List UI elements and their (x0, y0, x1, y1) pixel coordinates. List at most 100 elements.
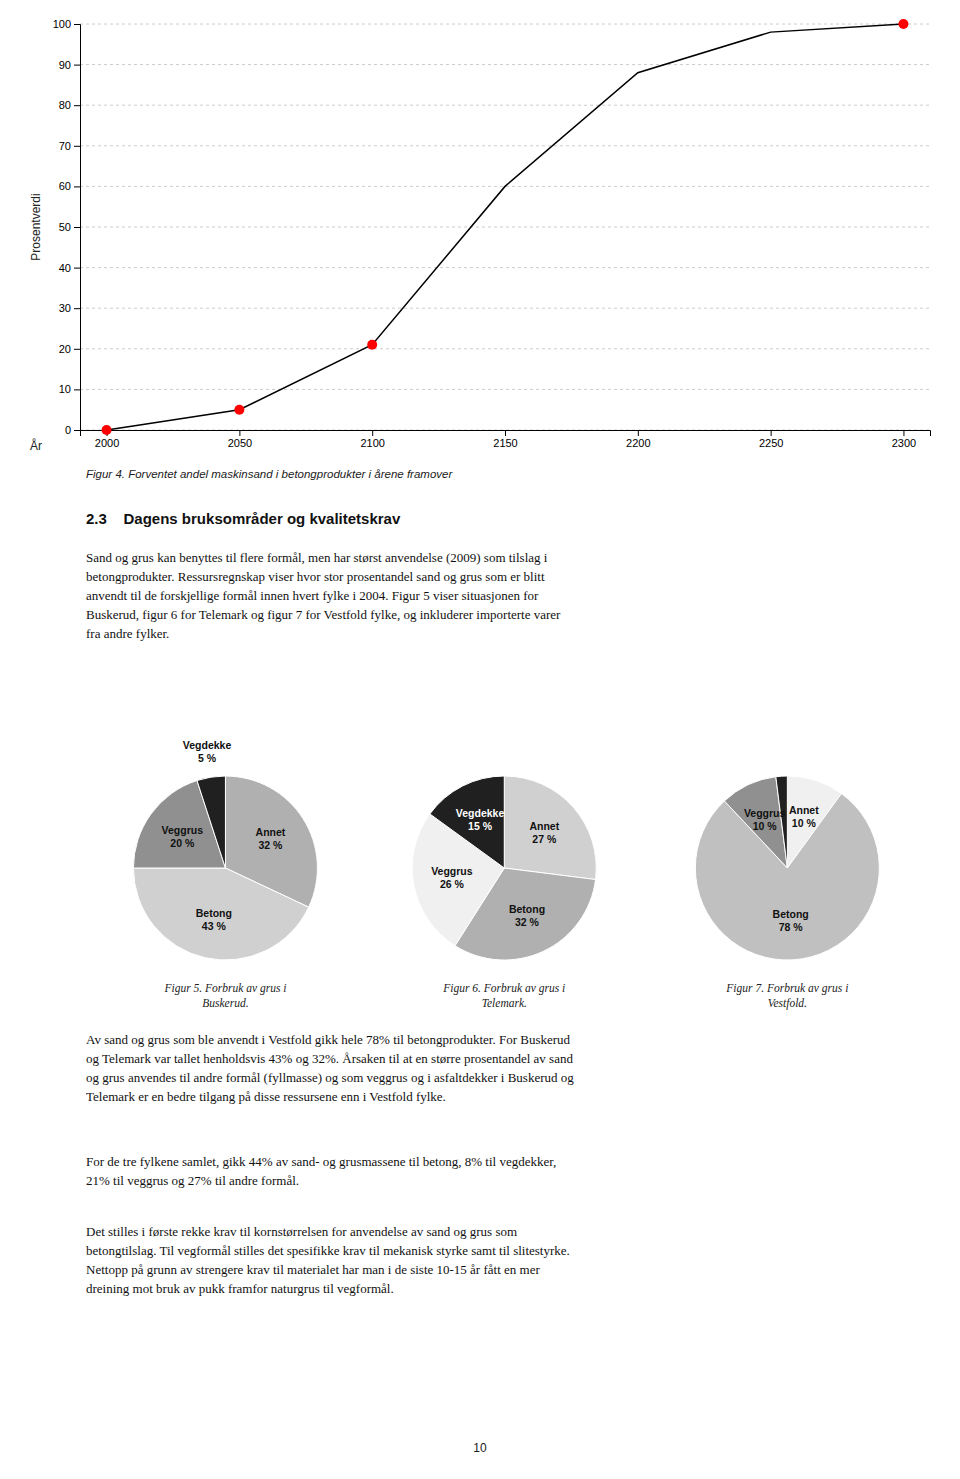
chart-title: Figur 4. Forventet andel maskinsand i be… (86, 468, 453, 480)
x-tick: 2100 (360, 430, 384, 449)
y-tick: 30 (59, 302, 80, 314)
data-label: Veggrus20 % (162, 824, 204, 849)
data-label: Vegdekke15 % (456, 807, 505, 832)
x-tick: 2050 (228, 430, 252, 449)
pie-caption-line: Figur 6. Forbruk av grus i (442, 982, 565, 995)
paragraph-line: betongtilslag. Til vegformål stilles det… (86, 1243, 570, 1258)
data-label-category: Vegdekke (456, 807, 505, 819)
data-label: Annet32 % (256, 826, 286, 851)
pie-caption-line: Vestfold. (768, 997, 807, 1010)
y-axis-line (74, 25, 81, 431)
y-tick: 50 (59, 221, 80, 233)
paragraph: For de tre fylkene samlet, gikk 44% av s… (86, 1154, 556, 1188)
y-tick-label: 40 (59, 262, 71, 274)
y-tick-mark (74, 349, 80, 350)
paragraph-line: 21% til veggrus og 27% til andre formål. (86, 1173, 299, 1188)
pie-caption: Figur 7. Forbruk av grus iVestfold. (725, 982, 848, 1010)
y-tick-mark (74, 430, 80, 431)
x-tick-label: 2000 (95, 437, 119, 449)
y-tick: 100 (53, 18, 80, 30)
data-label-category: Betong (196, 907, 232, 919)
pie-slice (724, 777, 787, 868)
pie-slice (133, 868, 308, 960)
x-axis-line (81, 431, 931, 437)
pie-chart: Annet32 % Betong43 % Veggrus20 % Vegdekke5 … (133, 739, 317, 960)
data-label: Veggrus10 % (744, 807, 786, 832)
grid-line (80, 308, 930, 309)
y-tick-mark (74, 268, 80, 269)
pie-caption-line: Buskerud. (202, 997, 248, 1009)
paragraph: Det stilles i første rekke krav til korn… (86, 1224, 570, 1296)
data-label: Annet27 % (529, 820, 559, 845)
data-label-value: 10 % (792, 817, 817, 829)
pie-caption: Figur 6. Forbruk av grus i Telemark. (442, 982, 565, 1009)
paragraph-line: dreining mot bruk av pukk framfor naturg… (86, 1281, 394, 1296)
page-number: 10 (473, 1441, 487, 1455)
pie-slice (776, 776, 788, 868)
y-tick-mark (74, 389, 80, 390)
pie-slice (430, 776, 504, 868)
pie-caption: Figur 5. Forbruk av grus i Buskerud. (163, 982, 286, 1009)
y-tick: 60 (59, 180, 80, 192)
data-point (898, 19, 908, 29)
data-label-value: 20 % (170, 837, 195, 849)
y-tick: 70 (59, 140, 80, 152)
x-tick-mark (505, 430, 506, 436)
paragraph-line: For de tre fylkene samlet, gikk 44% av s… (86, 1154, 556, 1169)
plot-marks (102, 19, 909, 435)
data-label: Vegdekke5 % (183, 739, 232, 764)
paragraph-line: betongprodukter. Ressursregnskap viser h… (86, 569, 545, 584)
x-axis: 2000205021002150220022502300 (81, 430, 931, 449)
paragraph-line: Telemark er en bedre tilgang på disse re… (86, 1089, 446, 1104)
paragraph-line: Det stilles i første rekke krav til korn… (86, 1224, 517, 1239)
y-tick-mark (74, 105, 80, 106)
data-label: Betong78 % (773, 908, 809, 933)
pie-chart: Annet10 %Betong78 %Veggrus10 % (695, 776, 879, 960)
data-label-category: Veggrus (162, 824, 204, 836)
grid-line (80, 348, 930, 349)
pie-caption-line: Figur 5. Forbruk av grus i (163, 982, 286, 995)
y-tick: 90 (59, 59, 80, 71)
y-tick: 10 (59, 383, 80, 395)
data-label: Annet10 % (789, 804, 819, 829)
pie-caption-line: Telemark. (482, 997, 527, 1009)
grid-line (80, 64, 930, 65)
x-tick-label: 2100 (360, 437, 384, 449)
pie-slice (197, 776, 225, 868)
grid-line (80, 145, 930, 146)
y-tick-label: 90 (59, 59, 71, 71)
x-tick-label: 2300 (892, 437, 916, 449)
paragraph-line: Sand og grus kan benyttes til flere form… (86, 550, 548, 565)
y-tick-mark (74, 308, 80, 309)
data-point (367, 340, 377, 350)
data-point (234, 405, 244, 415)
data-point (102, 425, 112, 435)
x-tick-label: 2050 (228, 437, 252, 449)
paragraph: Av sand og grus som ble anvendt i Vestfo… (86, 1032, 574, 1104)
data-label-value: 27 % (532, 833, 557, 845)
y-tick-label: 30 (59, 302, 71, 314)
y-tick: 80 (59, 99, 80, 111)
grid (80, 24, 930, 430)
pie-chart: Annet27 %Betong32 %Veggrus26 %Vegdekke15… (412, 776, 596, 960)
grid-line (80, 389, 930, 390)
data-label-category: Annet (789, 804, 819, 816)
section-heading: 2.3 Dagens bruksområder og kvalitetskrav (86, 510, 401, 527)
data-label-category: Veggrus (431, 865, 473, 877)
data-label-value: 26 % (440, 878, 465, 890)
paragraph-line: anvendt til de forskjellige formål innen… (86, 588, 539, 603)
paragraph: Sand og grus kan benyttes til flere form… (86, 550, 561, 641)
data-label-category: Veggrus (744, 807, 786, 819)
data-label-category: Betong (509, 903, 545, 915)
y-tick-label: 70 (59, 140, 71, 152)
x-tick: 2200 (626, 430, 650, 449)
data-label-value: 32 % (259, 839, 284, 851)
y-tick: 0 (65, 424, 80, 436)
data-label-category: Annet (529, 820, 559, 832)
y-tick-label: 60 (59, 180, 71, 192)
data-label-category: Annet (256, 826, 286, 838)
data-label: Betong43 % (196, 907, 232, 932)
data-label-category: Vegdekke (183, 739, 232, 751)
y-tick-label: 80 (59, 99, 71, 111)
paragraph-line: Nettopp på grunn av strengere krav til m… (86, 1262, 540, 1277)
